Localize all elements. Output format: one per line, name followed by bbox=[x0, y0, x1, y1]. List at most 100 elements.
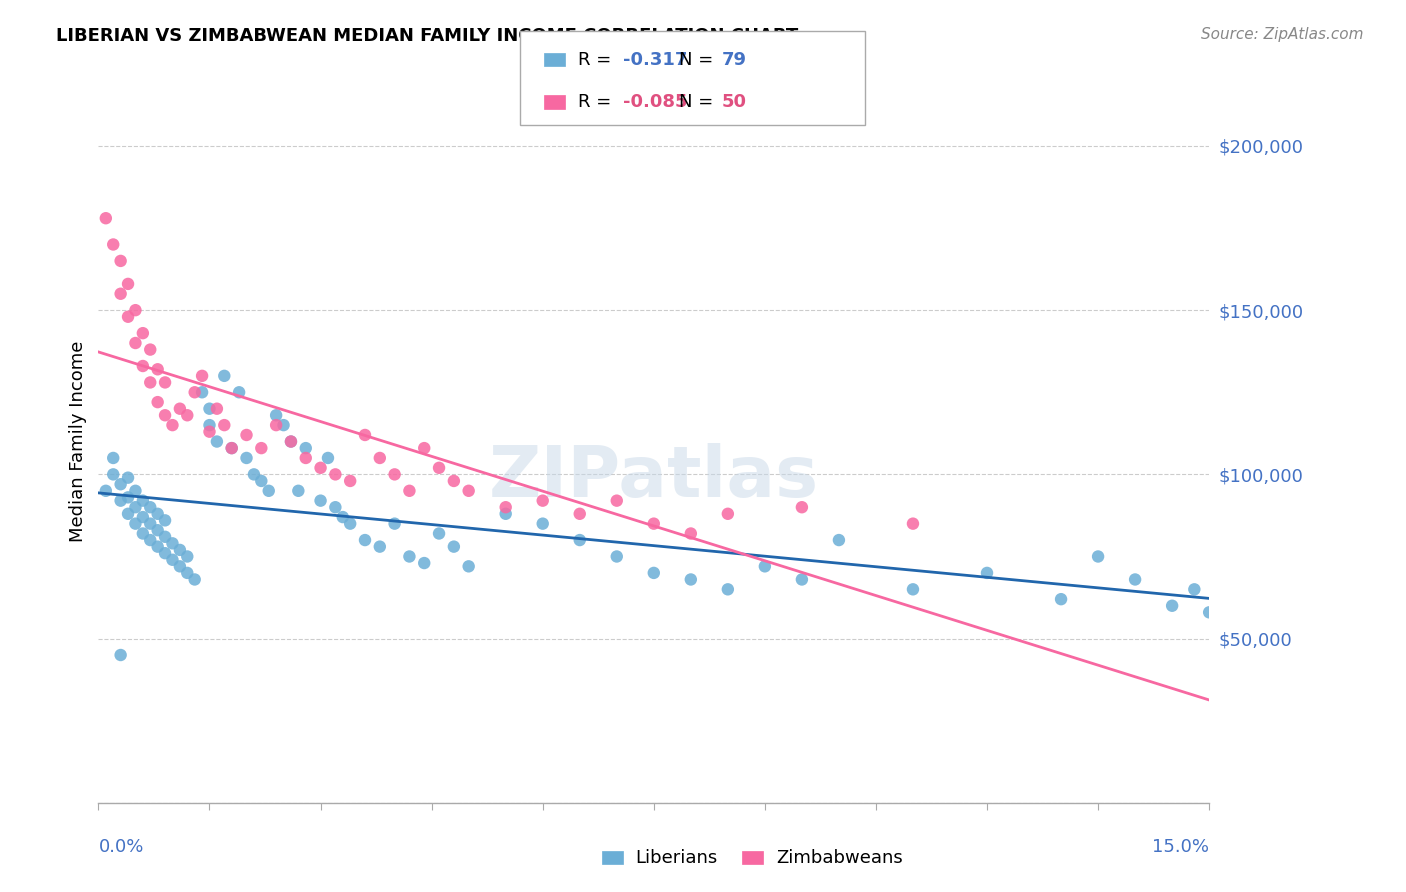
Point bbox=[124, 500, 146, 515]
Point bbox=[901, 582, 924, 597]
Point bbox=[332, 510, 354, 524]
Point bbox=[679, 526, 702, 541]
Point bbox=[183, 573, 205, 587]
Point bbox=[169, 401, 191, 416]
Point bbox=[368, 450, 391, 465]
Point bbox=[139, 343, 162, 357]
Point bbox=[205, 401, 228, 416]
Point bbox=[325, 500, 347, 515]
Point bbox=[531, 516, 554, 531]
Text: 50: 50 bbox=[721, 94, 747, 112]
Y-axis label: Median Family Income: Median Family Income bbox=[69, 341, 87, 542]
Point bbox=[1161, 599, 1184, 613]
Point bbox=[235, 450, 257, 465]
Point bbox=[790, 500, 813, 515]
Point bbox=[413, 556, 436, 570]
Point bbox=[124, 483, 146, 498]
Text: N =: N = bbox=[679, 94, 718, 112]
Point bbox=[339, 516, 361, 531]
Point bbox=[110, 493, 132, 508]
Point bbox=[103, 237, 125, 252]
Point bbox=[146, 362, 169, 376]
Point bbox=[146, 523, 169, 537]
Text: 79: 79 bbox=[721, 51, 747, 69]
Point bbox=[531, 493, 554, 508]
Point bbox=[354, 428, 377, 442]
Point bbox=[110, 253, 132, 268]
Point bbox=[124, 516, 146, 531]
Point bbox=[94, 211, 117, 226]
Point bbox=[495, 507, 517, 521]
Point bbox=[568, 507, 591, 521]
Point bbox=[1198, 605, 1220, 619]
Point bbox=[309, 460, 332, 475]
Point bbox=[139, 376, 162, 390]
Point bbox=[1123, 573, 1146, 587]
Point bbox=[214, 418, 236, 433]
Point bbox=[264, 409, 287, 423]
Point bbox=[214, 368, 236, 383]
Point bbox=[384, 467, 406, 482]
Point bbox=[146, 540, 169, 554]
Text: 0.0%: 0.0% bbox=[98, 838, 143, 856]
Point bbox=[257, 483, 280, 498]
Point bbox=[117, 277, 139, 291]
Point bbox=[198, 425, 221, 439]
Text: 15.0%: 15.0% bbox=[1152, 838, 1209, 856]
Point bbox=[176, 566, 198, 580]
Point bbox=[717, 507, 740, 521]
Point bbox=[316, 450, 339, 465]
Point bbox=[94, 483, 117, 498]
Point bbox=[117, 471, 139, 485]
Point bbox=[264, 418, 287, 433]
Point bbox=[205, 434, 228, 449]
Point bbox=[606, 493, 628, 508]
Point bbox=[117, 507, 139, 521]
Point bbox=[221, 441, 243, 455]
Text: LIBERIAN VS ZIMBABWEAN MEDIAN FAMILY INCOME CORRELATION CHART: LIBERIAN VS ZIMBABWEAN MEDIAN FAMILY INC… bbox=[56, 27, 799, 45]
Point bbox=[132, 526, 155, 541]
Point bbox=[250, 474, 273, 488]
Point bbox=[828, 533, 851, 547]
Point bbox=[427, 526, 450, 541]
Text: -0.317: -0.317 bbox=[623, 51, 688, 69]
Point bbox=[176, 549, 198, 564]
Point bbox=[191, 385, 214, 400]
Point bbox=[191, 368, 214, 383]
Point bbox=[153, 530, 176, 544]
Text: R =: R = bbox=[578, 51, 617, 69]
Point bbox=[643, 566, 665, 580]
Point bbox=[235, 428, 257, 442]
Point bbox=[162, 536, 184, 550]
Point bbox=[132, 359, 155, 373]
Point bbox=[132, 510, 155, 524]
Point bbox=[132, 326, 155, 341]
Point bbox=[606, 549, 628, 564]
Point bbox=[110, 477, 132, 491]
Point bbox=[243, 467, 266, 482]
Point bbox=[124, 336, 146, 351]
Point bbox=[103, 467, 125, 482]
Point bbox=[124, 303, 146, 318]
Point bbox=[398, 549, 420, 564]
Point bbox=[294, 441, 316, 455]
Text: Liberians: Liberians bbox=[636, 849, 717, 867]
Point bbox=[443, 540, 465, 554]
Point bbox=[153, 546, 176, 560]
Point bbox=[176, 409, 198, 423]
Point bbox=[754, 559, 776, 574]
Point bbox=[568, 533, 591, 547]
Point bbox=[384, 516, 406, 531]
Text: N =: N = bbox=[679, 51, 718, 69]
Point bbox=[457, 483, 479, 498]
Point bbox=[413, 441, 436, 455]
Point bbox=[110, 648, 132, 662]
Point bbox=[198, 418, 221, 433]
Point bbox=[495, 500, 517, 515]
Text: ZIPatlas: ZIPatlas bbox=[489, 443, 818, 512]
Point bbox=[427, 460, 450, 475]
Point bbox=[1050, 592, 1073, 607]
Point bbox=[790, 573, 813, 587]
Point bbox=[183, 385, 205, 400]
Point bbox=[309, 493, 332, 508]
